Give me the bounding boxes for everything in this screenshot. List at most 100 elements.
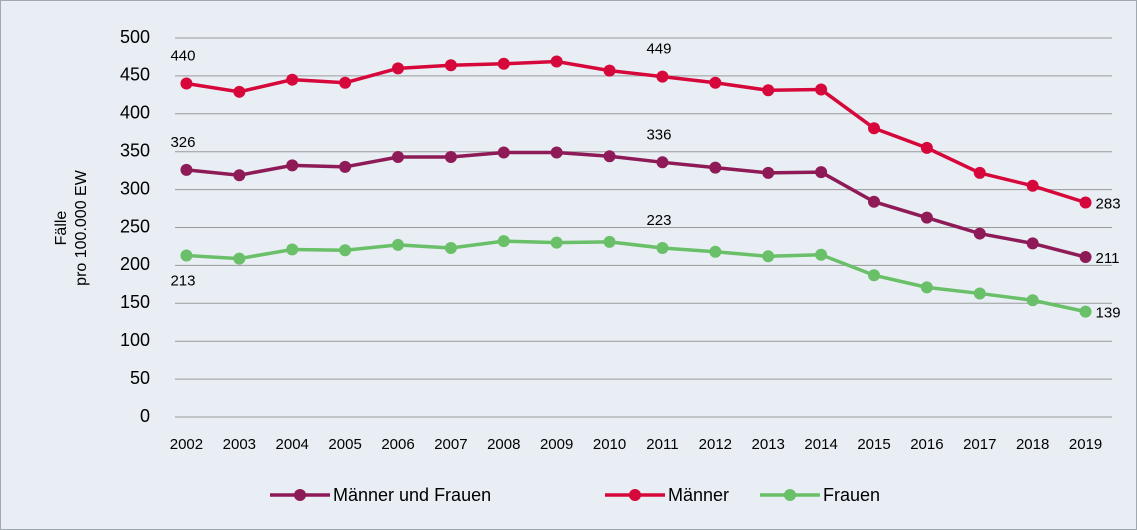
data-point (444, 241, 457, 254)
y-tick-label: 150 (120, 292, 150, 312)
data-point (973, 287, 986, 300)
data-point (973, 227, 986, 240)
data-point (1079, 251, 1092, 264)
data-point (497, 57, 510, 70)
data-point (392, 62, 404, 75)
data-point (286, 73, 299, 86)
data-point (709, 245, 722, 258)
legend-marker (629, 489, 641, 501)
series-line (186, 59, 1087, 205)
data-point (233, 252, 246, 265)
data-point (1026, 294, 1039, 307)
x-tick-label: 2002 (170, 436, 203, 453)
data-point (709, 161, 722, 174)
x-tick-label: 2003 (223, 436, 256, 453)
y-tick-label: 350 (120, 140, 150, 160)
data-point (180, 249, 193, 262)
x-tick-label: 2004 (276, 436, 309, 453)
data-point (339, 76, 352, 89)
data-point (550, 146, 563, 159)
x-tick-label: 2013 (752, 436, 785, 453)
x-tick-label: 2007 (434, 436, 467, 453)
data-point (656, 156, 669, 169)
data-point (444, 151, 457, 164)
data-point (392, 151, 404, 164)
x-tick-label: 2008 (487, 436, 520, 453)
y-tick-label: 300 (120, 178, 150, 198)
x-tick-label: 2012 (699, 436, 732, 453)
data-point (868, 195, 880, 208)
data-point (550, 55, 563, 68)
series-line (186, 239, 1086, 314)
data-label: 139 (1096, 305, 1121, 322)
legend-label: Frauen (823, 485, 880, 505)
x-tick-label: 2016 (910, 436, 943, 453)
y-tick-label: 500 (120, 27, 150, 47)
data-label: 440 (170, 47, 195, 64)
y-tick-label: 100 (120, 330, 150, 350)
data-point (920, 141, 933, 154)
data-label: 336 (646, 126, 671, 143)
data-label: 449 (646, 41, 671, 58)
data-point (868, 122, 880, 135)
x-tick-label: 2006 (381, 436, 414, 453)
data-point (1079, 196, 1092, 209)
data-point (1079, 305, 1092, 318)
x-tick-label: 2011 (646, 436, 678, 453)
y-tick-label: 0 (140, 406, 150, 426)
data-point (339, 244, 352, 257)
x-tick-label: 2018 (1016, 436, 1049, 453)
data-point (180, 163, 193, 176)
data-point (762, 166, 775, 179)
data-point (603, 235, 616, 248)
y-tick-label: 250 (120, 216, 150, 236)
y-axis-label: Fälle (53, 211, 70, 246)
data-point (815, 83, 828, 96)
data-point (233, 85, 246, 98)
data-point (815, 166, 828, 179)
data-point (603, 150, 616, 163)
data-label: 223 (646, 212, 671, 229)
x-tick-label: 2015 (857, 436, 890, 453)
legend-label: Männer und Frauen (333, 485, 491, 505)
data-point (550, 236, 563, 249)
data-label: 213 (170, 273, 195, 290)
y-tick-label: 400 (120, 103, 150, 123)
data-point (920, 211, 933, 224)
legend-marker (294, 489, 306, 501)
data-point (709, 76, 722, 89)
data-point (286, 159, 299, 172)
y-axis-label: pro 100.000 EW (73, 169, 90, 286)
data-point (1026, 179, 1039, 192)
data-point (603, 64, 616, 77)
data-point (656, 70, 669, 83)
x-tick-label: 2017 (963, 436, 996, 453)
data-point (233, 169, 246, 182)
x-tick-label: 2014 (804, 436, 837, 453)
data-point (392, 238, 404, 251)
y-tick-label: 200 (120, 254, 150, 274)
x-tick-label: 2009 (540, 436, 573, 453)
data-point (286, 243, 299, 256)
series-line (186, 150, 1086, 259)
data-point (762, 84, 775, 97)
x-tick-label: 2005 (328, 436, 361, 453)
data-point (1026, 237, 1039, 250)
data-point (656, 241, 669, 254)
data-label: 211 (1096, 250, 1120, 267)
data-point (973, 166, 986, 179)
data-point (868, 269, 880, 282)
x-tick-label: 2019 (1069, 436, 1102, 453)
data-point (180, 77, 193, 90)
y-tick-label: 450 (120, 65, 150, 85)
data-label: 283 (1096, 195, 1121, 212)
legend-marker (784, 489, 796, 501)
data-point (444, 59, 457, 72)
data-point (497, 235, 510, 248)
y-tick-label: 50 (130, 368, 150, 388)
data-point (762, 250, 775, 263)
data-label: 326 (170, 134, 195, 151)
data-point (497, 146, 510, 159)
data-point (339, 160, 352, 173)
